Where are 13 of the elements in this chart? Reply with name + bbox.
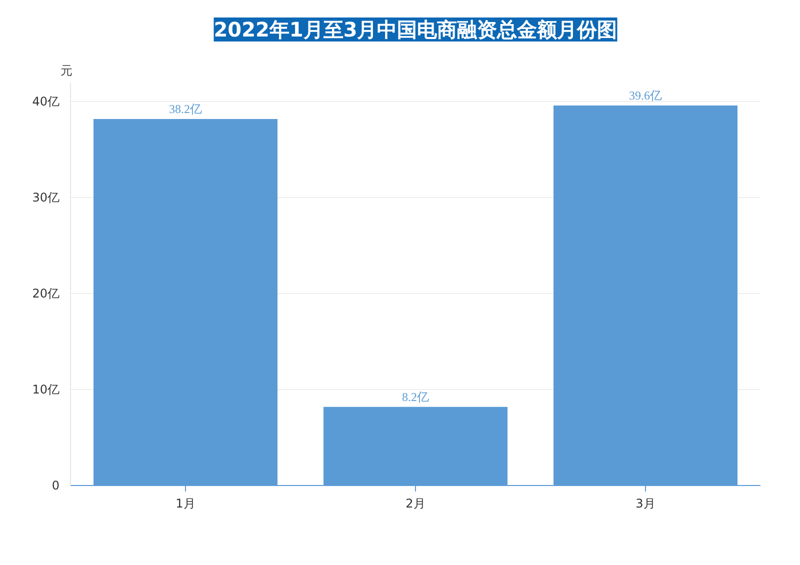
data-label: 8.2亿 [402,390,429,404]
y-tick-label: 10亿 [32,382,60,397]
x-tick-label: 3月 [636,496,656,510]
x-tick-label: 1月 [176,496,196,510]
data-label: 38.2亿 [169,102,202,116]
y-axis-title: 元 [60,64,72,78]
y-tick-label: 0 [52,478,60,492]
x-tick-label: 2月 [406,496,426,510]
chart-title: 2022年1月至3月中国电商融资总金额月份图 [214,18,618,42]
y-tick-label: 30亿 [32,190,60,205]
y-tick-label: 40亿 [32,94,60,109]
y-tick-label: 20亿 [32,286,60,301]
data-label: 39.6亿 [629,88,662,103]
